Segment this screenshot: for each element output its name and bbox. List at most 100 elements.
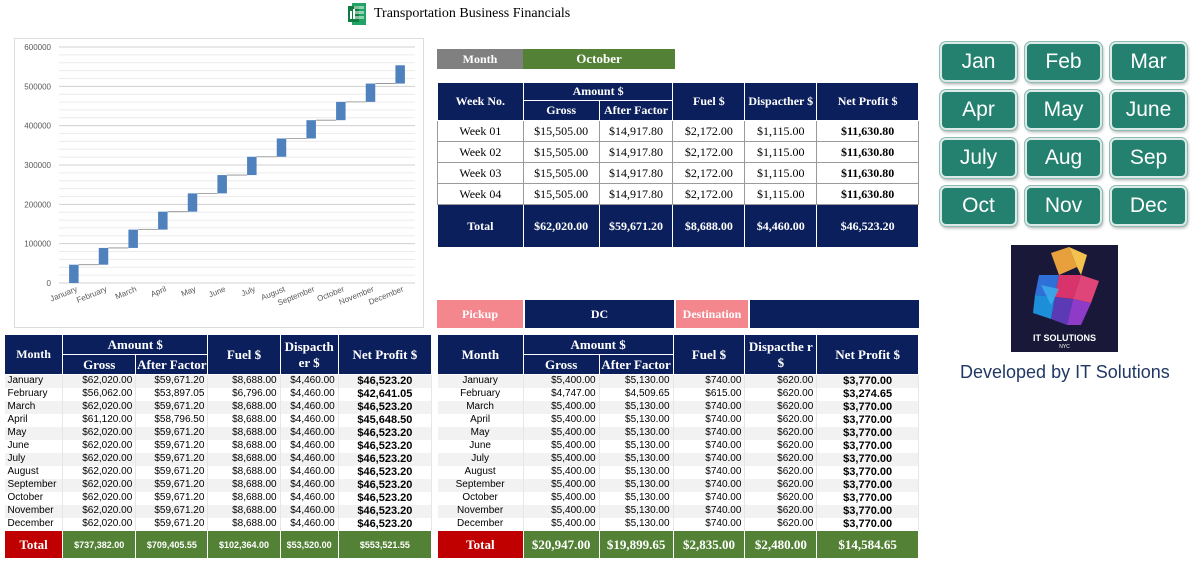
gross-cell: $62,020.00 [62,465,137,479]
week-cell: Week 03 [437,162,524,184]
gross-cell: $5,400.00 [523,491,600,505]
gross-cell: $5,400.00 [523,478,600,492]
month-cell: May [437,426,524,440]
dispatcher-cell: $1,115.00 [744,120,818,142]
month-cell: July [4,452,64,466]
month-button-may[interactable]: May [1025,90,1102,130]
net-profit-cell: $3,770.00 [816,400,919,414]
month-cell: February [4,387,64,401]
fuel-cell: $740.00 [673,439,746,453]
net-profit-cell: $46,523.20 [338,439,433,453]
month-row: April $5,400.00 $5,130.00 $740.00 $620.00 $3,… [437,413,919,427]
bar-january [69,264,79,283]
net-profit-cell: $3,770.00 [816,465,919,479]
dispatcher-cell: $620.00 [744,452,818,466]
month-row: July $62,020.00 $59,671.20 $8,688.00 $4,460.… [4,452,433,466]
gross-cell: $5,400.00 [523,374,600,388]
month-row: July $5,400.00 $5,130.00 $740.00 $620.00 $3,7… [437,452,919,466]
weekly-total-row: Total $62,020.00 $59,671.20 $8,688.00 $4,460… [437,204,919,248]
gross-cell: $15,505.00 [522,183,600,205]
after-factor-cell: $5,130.00 [599,452,674,466]
header-month: Month [437,334,524,375]
chart-svg: 0 100000 200000 300000 400000 500000 600000 Jan… [24,43,415,308]
month-button-aug[interactable]: Aug [1025,138,1102,178]
dispatcher-cell: $4,460.00 [280,400,339,414]
total-row: Total $737,382.00 $709,405.55 $102,364.00 $5… [3,530,433,559]
fuel-cell: $8,688.00 [207,452,281,466]
month-cell: March [437,400,524,414]
month-buttons-grid: Jan Feb Mar Apr May June July Aug Sep Oct Nov Dec [940,42,1190,226]
x-tick-label: February [75,285,108,305]
net-profit-cell: $3,770.00 [816,517,919,531]
month-button-nov[interactable]: Nov [1025,186,1102,226]
net-profit-cell: $46,523.20 [338,374,433,388]
after-factor-cell: $5,130.00 [599,439,674,453]
month-row: June $62,020.00 $59,671.20 $8,688.00 $4,460.… [4,439,433,453]
month-button-apr[interactable]: Apr [940,90,1017,130]
month-cell: December [4,517,64,531]
bar-march [128,229,138,248]
month-button-dec[interactable]: Dec [1110,186,1187,226]
destination-field[interactable] [750,300,919,328]
dispatcher-cell: $620.00 [744,517,818,531]
fuel-cell: $8,688.00 [207,491,281,505]
total-net-profit: $46,523.20 [816,204,919,248]
gross-cell: $62,020.00 [62,426,137,440]
fuel-cell: $615.00 [673,387,746,401]
month-dropdown[interactable]: October [523,49,675,69]
net-profit-cell: $3,770.00 [816,504,919,518]
month-cell: February [437,387,524,401]
dc-field[interactable]: DC [525,300,674,328]
header-amount: Amount $ [522,334,674,355]
header-gross: Gross [62,354,137,375]
month-cell: January [4,374,64,388]
month-row: August $5,400.00 $5,130.00 $740.00 $620.00 $3… [437,465,919,479]
header-after-factor: After Factor [135,354,209,375]
monthly-summary-table: Month Amount $ Fuel $ Dispacth er $ Net … [3,334,433,559]
bar-november [365,83,376,102]
month-row: November $5,400.00 $5,130.00 $740.00 $620.00… [437,504,919,518]
month-cell: July [437,452,524,466]
fuel-cell: $8,688.00 [207,465,281,479]
net-profit-cell: $46,523.20 [338,452,433,466]
header-dispatcher: Dispacth er $ [279,334,339,375]
after-factor-cell: $59,671.20 [135,504,209,518]
gross-cell: $5,400.00 [523,439,600,453]
month-button-mar[interactable]: Mar [1110,42,1187,82]
header-net-profit: Net Profit $ [816,334,919,375]
month-row: May $62,020.00 $59,671.20 $8,688.00 $4,460.0… [4,426,433,440]
total-net-profit: $14,584.65 [816,530,919,559]
month-row: October $62,020.00 $59,671.20 $8,688.00 $4,4… [4,491,433,505]
fuel-cell: $8,688.00 [207,374,281,388]
fuel-cell: $6,796.00 [207,387,281,401]
after-factor-cell: $59,671.20 [135,491,209,505]
after-factor-cell: $14,917.80 [598,120,674,142]
month-row: March $5,400.00 $5,130.00 $740.00 $620.00 $3,… [437,400,919,414]
week-row: Week 04 $15,505.00 $14,917.80 $2,172.00 $1,1… [437,183,919,205]
month-button-feb[interactable]: Feb [1025,42,1102,82]
dispatcher-cell: $620.00 [744,426,818,440]
header-fuel: Fuel $ [672,334,746,375]
month-button-oct[interactable]: Oct [940,186,1017,226]
after-factor-cell: $5,130.00 [599,504,674,518]
month-button-july[interactable]: July [940,138,1017,178]
after-factor-cell: $59,671.20 [135,517,209,531]
month-button-sep[interactable]: Sep [1110,138,1187,178]
dispatcher-cell: $620.00 [744,439,818,453]
after-factor-cell: $59,671.20 [135,465,209,479]
header-amount: Amount $ [522,82,674,101]
net-profit-cell: $46,523.20 [338,478,433,492]
header-net-profit: Net Profit $ [816,82,919,121]
fuel-cell: $740.00 [673,465,746,479]
after-factor-cell: $14,917.80 [598,162,674,184]
total-dispatcher: $2,480.00 [744,530,818,559]
month-button-jan[interactable]: Jan [940,42,1017,82]
x-tick-label: January [49,285,79,304]
gross-cell: $62,020.00 [62,452,137,466]
gross-cell: $62,020.00 [62,374,137,388]
month-row: December $5,400.00 $5,130.00 $740.00 $620.00… [437,517,919,531]
header-gross: Gross [522,99,600,122]
month-button-june[interactable]: June [1110,90,1187,130]
month-row: September $5,400.00 $5,130.00 $740.00 $620.0… [437,478,919,492]
fuel-cell: $740.00 [673,478,746,492]
